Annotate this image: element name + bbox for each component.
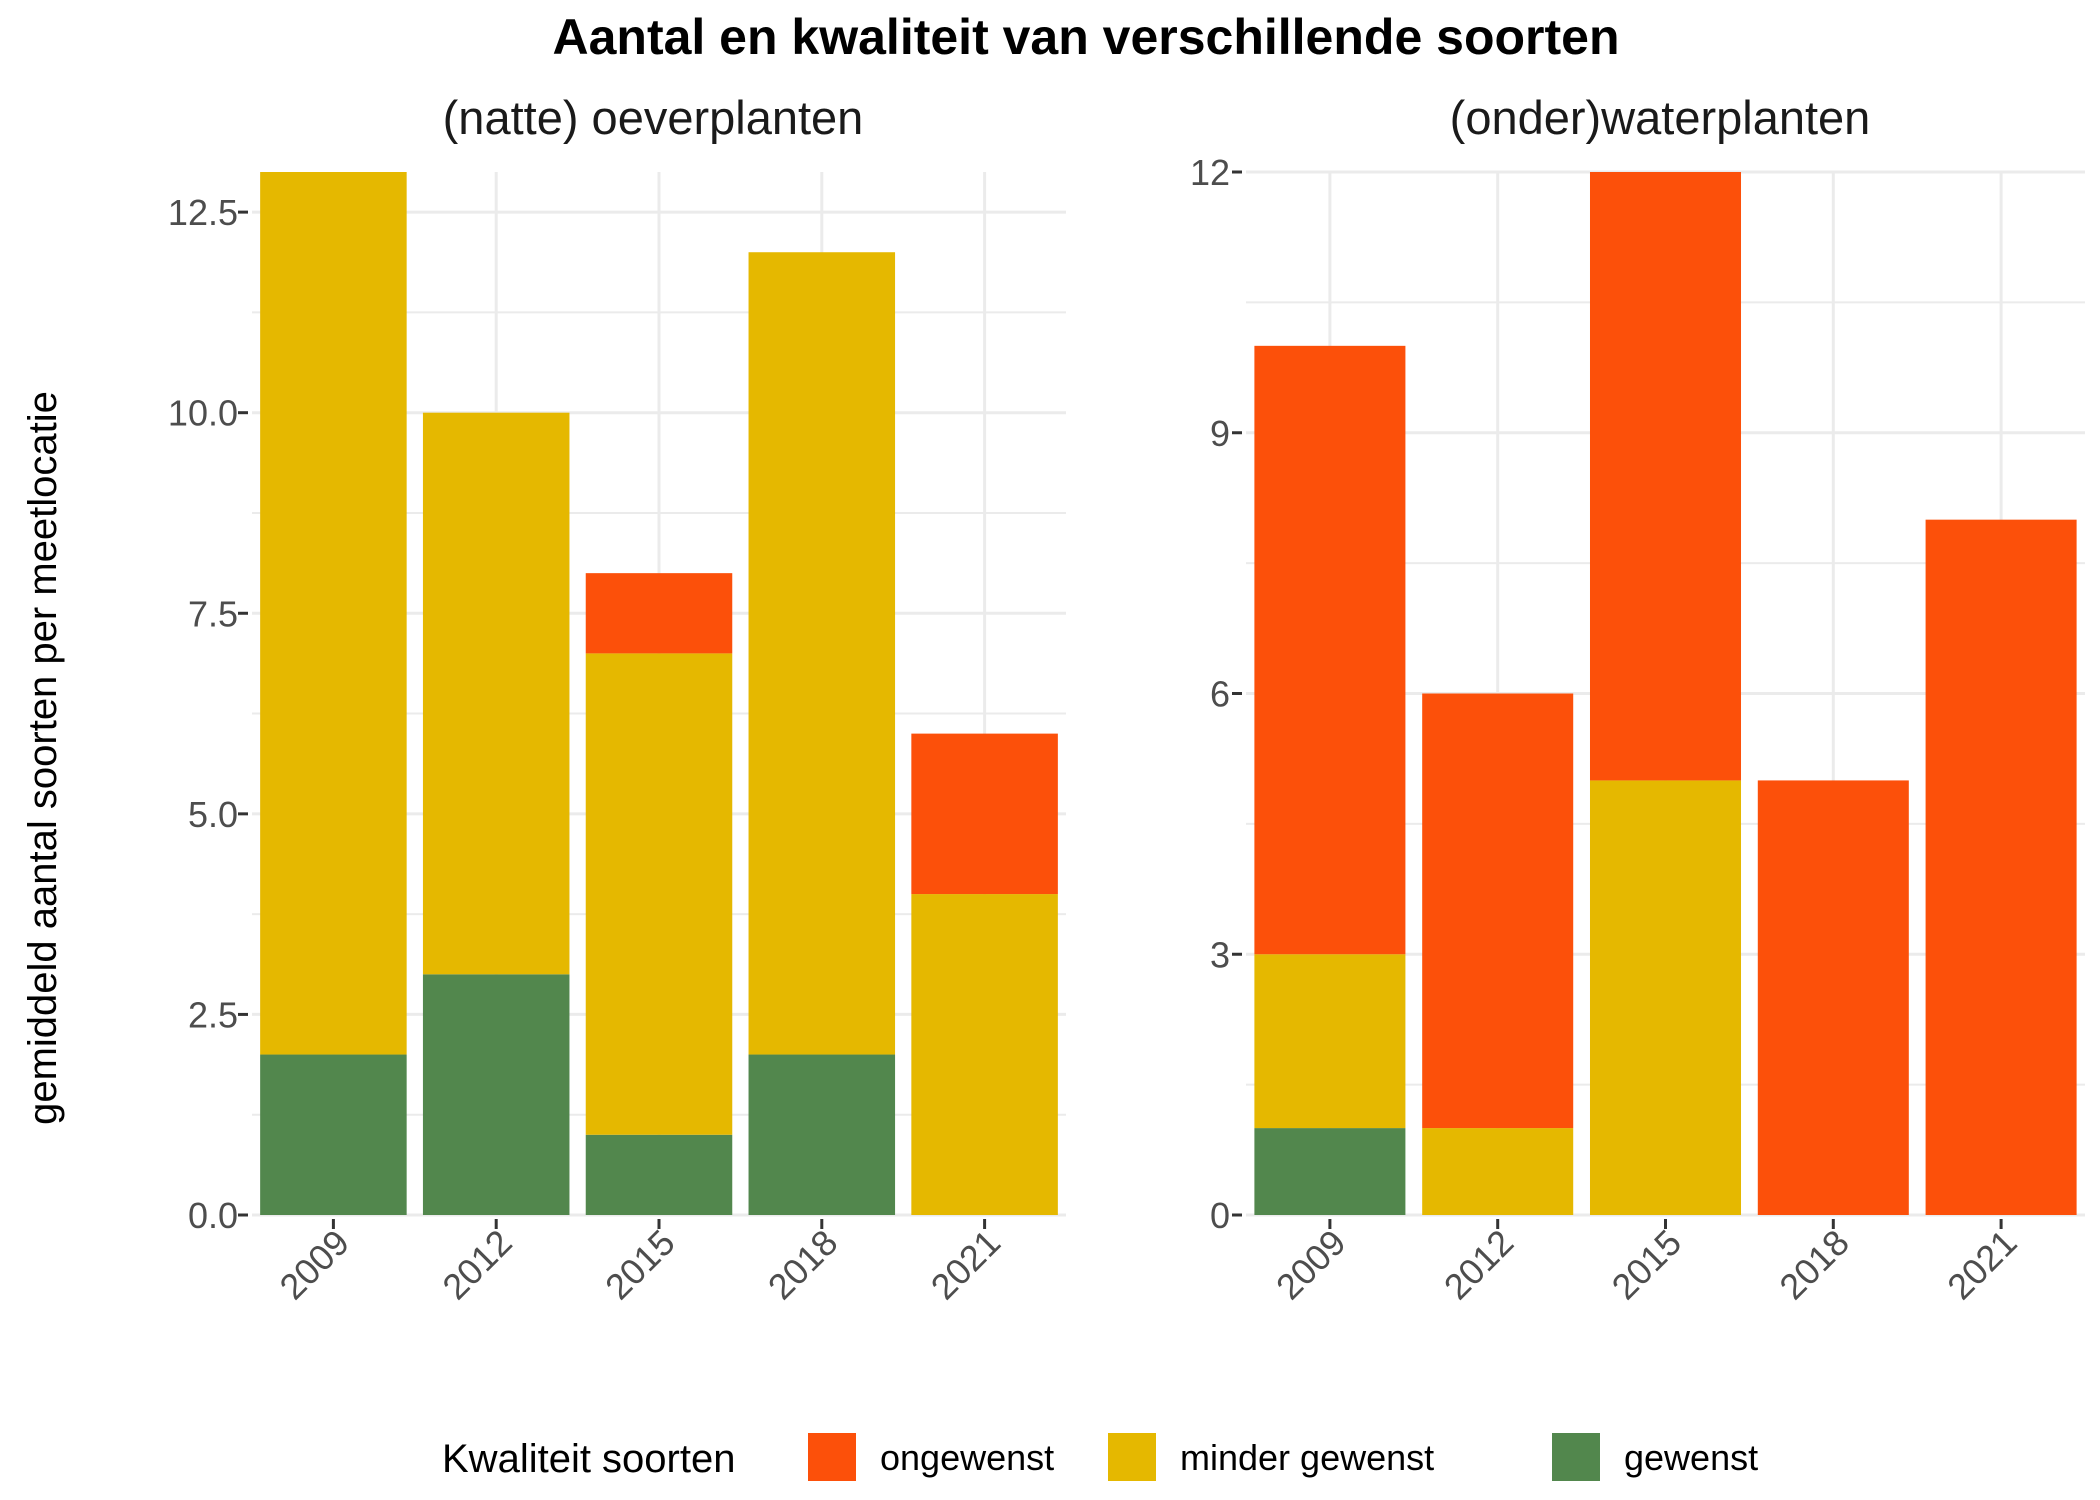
panel-oeverplanten: (natte) oeverplanten 0.0 2.5 5.0 7.5 10.0 12.… [168,91,1066,1307]
legend-title: Kwaliteit soorten [442,1437,735,1481]
legend-label-ongewenst: ongewenst [880,1437,1054,1478]
legend-key-minder-gewenst [1108,1433,1156,1481]
panel-title-waterplanten: (onder)waterplanten [1450,91,1871,144]
bar-oeverplanten-2009-minder-gewenst [260,172,407,1055]
x-tick-label: 2018 [1771,1222,1857,1308]
bar-oeverplanten-2012-minder-gewenst [422,412,570,975]
x-axis-waterplanten: 2009 2012 2015 2018 2021 [1268,1219,2025,1307]
y-tick-label: 0.0 [188,1195,238,1236]
bar-waterplanten-2012-ongewenst [1422,693,1574,1129]
y-axis-waterplanten: 0 3 6 9 12 [1190,152,1242,1236]
legend-label-minder-gewenst: minder gewenst [1180,1437,1434,1478]
y-tick-label: 3 [1210,934,1230,975]
bar-waterplanten-2012-minder-gewenst [1422,1128,1574,1215]
bar-waterplanten-2021-ongewenst [1925,519,2077,1215]
bar-waterplanten-2018-ongewenst [1757,780,1909,1215]
y-axis-title: gemiddeld aantal soorten per meetlocatie [21,391,65,1125]
legend-key-ongewenst [808,1433,856,1481]
bar-oeverplanten-2015-ongewenst [585,573,733,654]
x-tick-label: 2021 [923,1222,1009,1308]
x-tick-label: 2012 [1436,1222,1522,1308]
bar-waterplanten-2009-ongewenst [1254,345,1406,955]
x-axis-oeverplanten: 2009 2012 2015 2018 2021 [271,1219,1008,1307]
bar-oeverplanten-2009-gewenst [260,1054,407,1215]
bar-waterplanten-2015-ongewenst [1589,172,1742,781]
y-tick-label: 7.5 [188,593,238,634]
bar-waterplanten-2009-minder-gewenst [1254,954,1406,1129]
bar-waterplanten-2015-minder-gewenst [1589,780,1742,1215]
y-tick-label: 2.5 [188,994,238,1035]
bar-oeverplanten-2018-minder-gewenst [748,252,896,1055]
y-tick-label: 12 [1190,152,1230,193]
y-tick-label: 6 [1210,674,1230,715]
y-tick-label: 0 [1210,1195,1230,1236]
bar-oeverplanten-2021-minder-gewenst [911,894,1058,1215]
bars-oeverplanten [260,172,1058,1215]
bar-waterplanten-2009-gewenst [1254,1128,1406,1215]
bar-oeverplanten-2021-ongewenst [911,733,1058,895]
y-axis-oeverplanten: 0.0 2.5 5.0 7.5 10.0 12.5 [168,192,248,1236]
bar-oeverplanten-2018-gewenst [748,1054,896,1215]
chart-title: Aantal en kwaliteit van verschillende so… [552,9,1619,65]
x-tick-label: 2015 [597,1222,683,1308]
x-tick-label: 2009 [1268,1222,1354,1308]
bar-oeverplanten-2015-gewenst [585,1134,733,1215]
bar-oeverplanten-2015-minder-gewenst [585,653,733,1135]
bar-oeverplanten-2012-gewenst [422,974,570,1215]
x-tick-label: 2012 [434,1222,520,1308]
legend-key-gewenst [1552,1433,1600,1481]
x-tick-label: 2018 [760,1222,846,1308]
x-tick-label: 2009 [271,1222,357,1308]
legend-label-gewenst: gewenst [1624,1437,1758,1478]
panel-title-oeverplanten: (natte) oeverplanten [443,91,864,144]
bars-waterplanten [1254,172,2077,1215]
y-tick-label: 10.0 [168,393,238,434]
y-tick-label: 9 [1210,413,1230,454]
x-tick-label: 2015 [1604,1222,1690,1308]
y-tick-label: 12.5 [168,192,238,233]
x-tick-label: 2021 [1939,1222,2025,1308]
legend: Kwaliteit soorten ongewenst minder gewen… [442,1433,1758,1481]
y-tick-label: 5.0 [188,794,238,835]
